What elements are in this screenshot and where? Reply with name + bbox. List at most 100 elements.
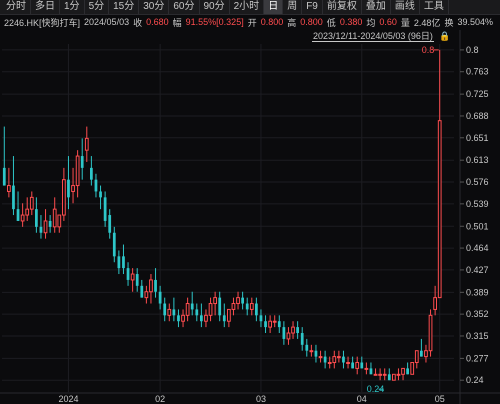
stock-symbol[interactable]: 2246.HK[快狗打车]	[4, 17, 81, 28]
turnover-value: 39.504%	[457, 17, 493, 27]
candle-body	[291, 326, 295, 334]
candle-body	[103, 197, 107, 221]
period-button[interactable]: 2小时	[230, 0, 265, 14]
candle-body	[227, 308, 231, 322]
candle-body	[208, 303, 213, 316]
candle-body	[314, 350, 318, 357]
candle-body	[117, 256, 121, 269]
period-button[interactable]: 日	[264, 0, 284, 14]
candle-body	[185, 303, 190, 316]
candle-body	[67, 179, 70, 198]
candle-body	[2, 167, 6, 186]
close-value: 0.680	[146, 17, 169, 27]
y-tick-label: 0.389	[466, 287, 489, 297]
candle-body	[277, 321, 281, 328]
period-button[interactable]: 分时	[2, 0, 31, 14]
period-button[interactable]: 5分	[85, 0, 110, 14]
candle-body	[12, 185, 15, 210]
candle-body	[342, 356, 345, 363]
candle-body	[112, 232, 116, 257]
candle-body	[29, 196, 34, 210]
candle-body	[364, 367, 369, 370]
period-button[interactable]: 多日	[31, 0, 60, 14]
candle-body	[318, 356, 323, 359]
avg-value: 0.60	[379, 17, 397, 27]
candle-body	[392, 373, 396, 381]
period-button[interactable]: 60分	[169, 0, 200, 14]
period-button[interactable]: 画线	[391, 0, 420, 14]
high-label: 高	[287, 17, 297, 28]
candle-body	[57, 214, 62, 228]
candle-body	[300, 333, 304, 345]
candle-body	[382, 373, 387, 376]
candle-body	[126, 268, 130, 280]
period-button[interactable]: 叠加	[362, 0, 391, 14]
date-range: 2023/12/11-2024/05/03 (96日) 🔒	[312, 30, 451, 42]
candle-body	[272, 320, 277, 323]
candle-body	[360, 362, 364, 369]
x-tick-label: 03	[256, 394, 266, 404]
candle-body	[406, 368, 409, 375]
candle-body	[264, 321, 267, 328]
y-tick-label: 0.427	[466, 265, 489, 275]
candle-body	[231, 303, 236, 310]
candle-body	[420, 350, 423, 357]
volume-label: 量	[400, 17, 410, 28]
candle-body	[177, 315, 180, 322]
quote-info-bar: 2246.HK[快狗打车] 2024/05/03 收 0.680 幅 91.55…	[0, 15, 500, 29]
candle-body	[332, 356, 337, 364]
candle-body	[414, 350, 419, 364]
candle-body	[424, 350, 428, 358]
candle-body	[249, 303, 254, 310]
candle-body	[305, 344, 309, 351]
candle-body	[200, 315, 203, 322]
period-button[interactable]: 30分	[139, 0, 170, 14]
y-tick-label: 0.651	[466, 133, 489, 143]
period-button[interactable]: F9	[302, 0, 323, 14]
candle-body	[25, 208, 30, 216]
quote-date: 2024/05/03	[84, 17, 130, 27]
candle-body	[75, 155, 80, 187]
annotation-label: 0.24	[367, 384, 385, 394]
candle-body	[396, 373, 401, 376]
y-tick-label: 0.352	[466, 309, 489, 319]
y-tick-label: 0.315	[466, 331, 489, 341]
candle-body	[39, 226, 43, 233]
y-tick-label: 0.613	[466, 155, 489, 165]
candle-body	[410, 362, 415, 375]
period-button[interactable]: 前复权	[323, 0, 362, 14]
candle-body	[130, 273, 135, 281]
candle-body	[190, 303, 194, 310]
period-button[interactable]: 工具	[420, 0, 449, 14]
candle-body	[286, 332, 291, 340]
candle-body	[236, 297, 240, 305]
candle-body	[337, 356, 341, 359]
candle-body	[16, 209, 20, 221]
period-button[interactable]: 周	[283, 0, 303, 14]
candle-body	[323, 356, 327, 363]
candle-body	[204, 314, 208, 322]
candle-body	[428, 314, 433, 352]
period-button[interactable]: 1分	[60, 0, 85, 14]
period-button[interactable]: 90分	[200, 0, 230, 14]
candle-body	[218, 297, 222, 316]
candle-body	[346, 362, 350, 365]
candle-body	[181, 314, 185, 322]
lock-icon[interactable]: 🔒	[438, 30, 451, 41]
y-tick-label: 0.8	[466, 45, 479, 55]
candle-body	[373, 373, 378, 376]
candle-body	[241, 297, 244, 304]
y-tick-label: 0.688	[466, 111, 489, 121]
candle-body	[369, 368, 373, 375]
candle-body	[144, 291, 149, 299]
date-range-text[interactable]: 2023/12/11-2024/05/03 (96日)	[312, 30, 434, 42]
candle-body	[245, 303, 249, 310]
period-button[interactable]: 15分	[109, 0, 140, 14]
candle-body	[309, 350, 314, 353]
y-tick-label: 0.725	[466, 89, 489, 99]
x-tick-label: 05	[435, 394, 445, 404]
candle-body	[99, 191, 102, 198]
high-value: 0.800	[300, 17, 323, 27]
y-tick-label: 0.576	[466, 177, 489, 187]
